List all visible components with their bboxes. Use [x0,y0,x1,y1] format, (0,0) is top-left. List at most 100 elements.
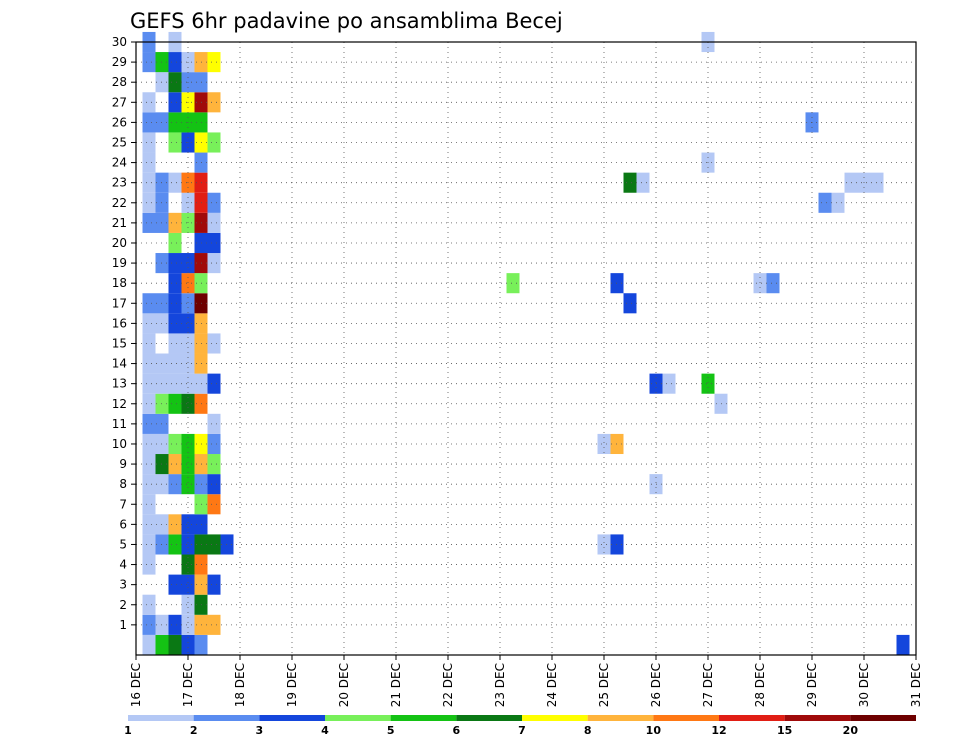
heatmap-cell [623,172,637,193]
y-tick-label: 29 [112,55,127,69]
heatmap-cell [181,433,195,455]
legend-swatch [522,715,588,721]
heatmap-cell [142,172,156,193]
y-tick-label: 14 [112,357,127,371]
x-tick-label: 17 DEC [181,663,195,707]
heatmap-cell [142,534,156,555]
heatmap-cell [142,152,156,173]
heatmap-cell [181,574,195,595]
legend-label: 12 [711,724,726,737]
legend-label: 20 [843,724,859,737]
legend-label: 3 [256,724,264,737]
x-tick-label: 28 DEC [753,663,767,707]
heatmap-cell [168,534,182,555]
heatmap-cell [181,474,195,495]
heatmap-cell [207,212,221,233]
y-tick-label: 9 [119,457,127,471]
x-tick-label: 25 DEC [597,663,611,707]
y-tick-label: 3 [119,578,127,592]
heatmap-cell [194,634,208,655]
heatmap-cell [168,373,182,394]
heatmap-cell [168,313,182,334]
legend-swatch [719,715,785,721]
y-tick-label: 28 [112,75,127,89]
x-tick-label: 26 DEC [649,663,663,707]
heatmap-cell [142,313,156,334]
heatmap-cell [181,253,195,274]
heatmap-cell [142,293,156,314]
heatmap-cell [168,293,182,314]
heatmap-cell [142,554,156,575]
heatmap-cell [662,373,676,394]
x-tick-label: 16 DEC [129,663,143,707]
heatmap-cell [207,614,221,635]
y-tick-label: 22 [112,196,127,210]
y-tick-label: 12 [112,397,127,411]
heatmap-cell [155,634,169,655]
y-tick-label: 4 [119,558,127,572]
heatmap-cell [168,132,182,153]
heatmap-cell [168,52,182,73]
legend-swatch [850,715,916,721]
heatmap-cell [506,273,520,294]
heatmap-cell [168,253,182,274]
legend-label: 2 [190,724,198,737]
heatmap-cell [168,393,182,414]
chart-title: GEFS 6hr padavine po ansamblima Becej [130,9,563,33]
x-tick-label: 21 DEC [389,663,403,707]
heatmap-cell [896,634,910,655]
heatmap-cell [168,474,182,495]
y-tick-label: 20 [112,236,127,250]
legend-swatch [587,715,654,721]
grid-lines [136,42,916,655]
heatmap-cell [181,373,195,394]
plot-frame [135,41,917,656]
heatmap-cell [142,494,156,515]
heatmap-cell [181,353,195,374]
legend-swatch [128,715,194,721]
heatmap-cell [636,172,650,193]
heatmap-cell [207,192,221,213]
y-tick-label: 16 [112,316,127,330]
x-axis-ticks: 16 DEC 17 DEC 18 DEC 19 DEC 20 DEC 21 DEC 22 D… [129,655,923,707]
heatmap-cell [207,333,221,354]
heatmap-cell [831,192,845,213]
heatmap-cell [168,353,182,374]
y-tick-label: 30 [112,35,127,49]
heatmap-cell [181,634,195,655]
y-tick-label: 5 [119,537,127,551]
heatmap-cell [142,514,156,535]
heatmap-cell [168,212,182,233]
legend-label: 10 [646,724,662,737]
heatmap-cell [701,373,715,394]
x-tick-label: 31 DEC [909,663,923,707]
y-tick-label: 10 [112,437,127,451]
x-tick-label: 19 DEC [285,663,299,707]
heatmap-cell [181,273,195,294]
heatmap-cell [181,454,195,475]
y-tick-label: 27 [112,95,127,109]
heatmap-cell [142,52,156,73]
y-tick-label: 15 [112,336,127,350]
legend-swatch [390,715,457,721]
y-tick-label: 8 [119,477,127,491]
heatmap-cell [207,132,221,153]
heatmap-cell [168,433,182,455]
y-tick-label: 2 [119,598,127,612]
x-tick-label: 20 DEC [337,663,351,707]
heatmap-cell [142,634,156,655]
heatmap-cell [168,273,182,294]
heatmap-cell [168,454,182,475]
y-tick-label: 1 [119,618,127,632]
heatmap-cell [207,433,221,455]
heatmap-cell [142,373,156,394]
heatmap-cell [168,614,182,635]
heatmap-cell [597,534,611,555]
heatmap-cell [142,192,156,213]
heatmap-cell [168,92,182,113]
heatmap-cell [142,614,156,635]
heatmap-cell [168,72,182,93]
y-tick-label: 18 [112,276,127,290]
y-tick-label: 26 [112,115,127,129]
heatmap-cell [142,413,156,434]
